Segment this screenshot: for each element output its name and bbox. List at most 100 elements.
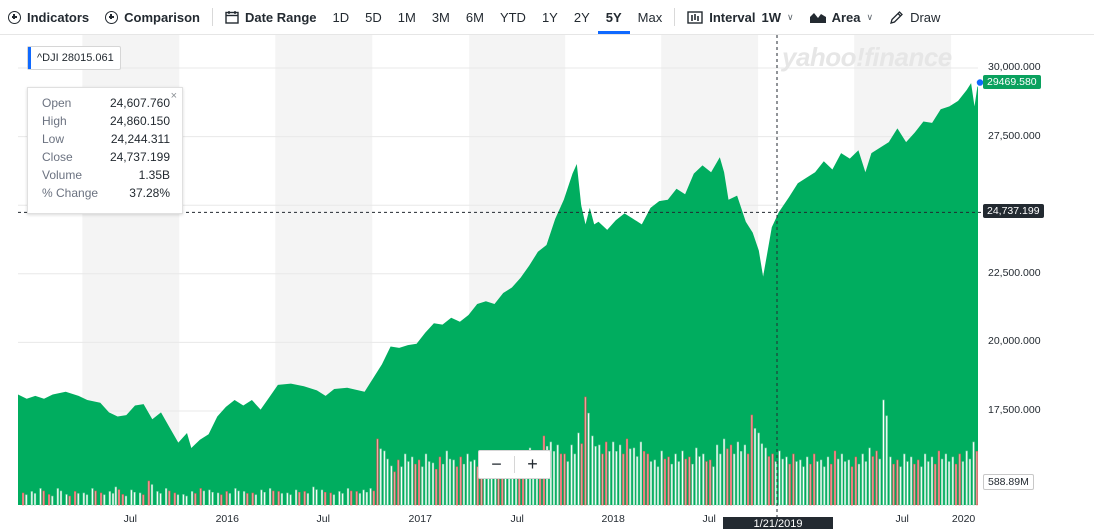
volume-bar [234, 488, 237, 506]
range-tab-max[interactable]: Max [637, 9, 663, 25]
volume-bar [77, 493, 80, 506]
indicators-button[interactable]: Indicators [0, 0, 97, 34]
tooltip-row: Low 24,244.311 [42, 132, 170, 150]
volume-bar [59, 490, 63, 506]
volume-bar [753, 428, 757, 506]
volume-bar [246, 493, 249, 506]
tooltip-value: 37.28% [129, 186, 170, 200]
volume-bar [33, 493, 37, 506]
volume-bar [698, 456, 701, 506]
volume-bar [452, 459, 455, 506]
volume-bar [587, 412, 590, 506]
volume-bar [372, 490, 375, 506]
volume-bar [268, 488, 272, 506]
x-tick-label: 2020 [951, 513, 976, 525]
volume-bar [320, 489, 324, 506]
range-tab-1y[interactable]: 1Y [541, 9, 558, 25]
zoom-out-button[interactable]: − [491, 454, 502, 474]
draw-button[interactable]: Draw [881, 0, 948, 34]
range-tab-2y[interactable]: 2Y [573, 9, 590, 25]
volume-bar [705, 461, 708, 506]
volume-bar [691, 463, 694, 506]
range-tab-6m[interactable]: 6M [465, 9, 484, 25]
volume-bar [757, 432, 760, 506]
x-tick-label: Jul [123, 513, 138, 525]
volume-bar [913, 463, 916, 506]
interval-dropdown[interactable]: Interval 1W ∨ [679, 0, 801, 34]
volume-bar [552, 451, 556, 506]
volume-bar [837, 458, 840, 506]
volume-bar [254, 494, 258, 506]
volume-bar [577, 432, 580, 506]
volume-bar [629, 448, 632, 506]
volume-bar [591, 435, 594, 506]
add-circle-icon [105, 10, 119, 24]
volume-bar [355, 491, 358, 506]
volume-bar [857, 463, 861, 506]
price-area [18, 82, 978, 505]
crosshair-value-tag: 24,737.199 [983, 204, 1044, 219]
volume-bar [74, 491, 77, 506]
range-tab-5y[interactable]: 5Y [597, 0, 630, 34]
volume-bar [930, 456, 934, 506]
volume-bar [750, 414, 753, 506]
range-tab-ytd[interactable]: YTD [499, 9, 526, 25]
volume-bar [424, 453, 428, 506]
volume-bar [350, 490, 353, 506]
volume-bar [944, 453, 947, 506]
close-icon[interactable]: × [170, 90, 177, 102]
volume-bar [165, 488, 168, 506]
date-range-button[interactable]: Date Range [217, 0, 325, 34]
volume-bar [100, 492, 103, 506]
volume-bar [243, 491, 246, 506]
volume-bar [649, 461, 653, 506]
ohlc-tooltip: × Open 24,607.760 High 24,860.150 Low 24,244.… [27, 87, 183, 214]
range-tab-3m[interactable]: 3M [431, 9, 450, 25]
volume-bar [139, 492, 142, 506]
volume-bar [346, 488, 350, 506]
volume-bar [194, 493, 197, 506]
volume-bar [191, 491, 194, 506]
volume-bar [303, 491, 306, 506]
volume-bar [68, 495, 71, 506]
volume-bar [709, 459, 712, 506]
volume-bar [393, 471, 396, 506]
volume-bar [612, 441, 615, 506]
volume-bar [947, 461, 951, 506]
volume-bar [715, 444, 719, 506]
volume-bar [954, 463, 958, 506]
volume-bar [736, 441, 739, 506]
volume-bar [421, 466, 424, 506]
volume-bar [251, 492, 254, 506]
comparison-button[interactable]: Comparison [97, 0, 208, 34]
volume-bar [937, 450, 940, 506]
range-tab-1d[interactable]: 1D [332, 9, 350, 25]
volume-bar [830, 463, 833, 506]
volume-bar [56, 488, 59, 506]
tooltip-value: 1.35B [138, 168, 170, 182]
volume-bar [47, 494, 51, 506]
volume-bar [94, 490, 97, 506]
volume-bar [563, 453, 566, 506]
symbol-legend[interactable]: ^DJI 28015.061 [27, 46, 121, 70]
volume-bar [951, 456, 954, 506]
volume-bar [771, 453, 774, 506]
volume-bar [147, 480, 150, 506]
volume-bar [719, 453, 722, 506]
volume-bar [286, 492, 289, 506]
volume-bar [799, 459, 802, 506]
volume-bar [130, 489, 133, 506]
volume-bar [185, 495, 188, 506]
zoom-in-button[interactable]: + [527, 454, 538, 474]
range-tab-1m[interactable]: 1M [397, 9, 416, 25]
volume-bar [601, 453, 604, 506]
chart-type-dropdown[interactable]: Area ∨ [802, 0, 882, 34]
volume-bar [875, 450, 878, 506]
volume-bar [455, 466, 459, 506]
volume-bar [400, 466, 403, 506]
volume-bar [176, 494, 180, 506]
range-tab-5d[interactable]: 5D [365, 9, 382, 25]
volume-bar [625, 438, 629, 506]
volume-bar [667, 456, 670, 506]
